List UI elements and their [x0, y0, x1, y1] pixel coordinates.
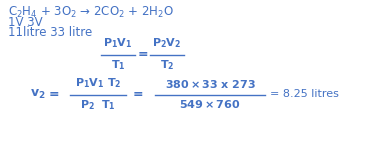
Text: $\mathbf{P_2V_2}$: $\mathbf{P_2V_2}$ [152, 36, 182, 50]
Text: =: = [49, 88, 59, 101]
Text: $\mathbf{T_1}$: $\mathbf{T_1}$ [111, 58, 125, 72]
Text: =: = [133, 88, 143, 101]
Text: 1V 3V: 1V 3V [8, 16, 43, 29]
Text: =: = [138, 47, 148, 60]
Text: 11litre 33 litre: 11litre 33 litre [8, 26, 92, 39]
Text: = 8.25 litres: = 8.25 litres [270, 89, 339, 99]
Text: $\mathbf{P_2\ \ T_1}$: $\mathbf{P_2\ \ T_1}$ [80, 98, 116, 112]
Text: C$_2$H$_4$ + 3O$_2$ → 2CO$_2$ + 2H$_2$O: C$_2$H$_4$ + 3O$_2$ → 2CO$_2$ + 2H$_2$O [8, 5, 174, 20]
Text: $\mathbf{T_2}$: $\mathbf{T_2}$ [160, 58, 174, 72]
Text: $\mathbf{549\times 760}$: $\mathbf{549\times 760}$ [179, 98, 241, 110]
Text: $\mathbf{P_1V_1\ T_2}$: $\mathbf{P_1V_1\ T_2}$ [75, 76, 121, 90]
Text: $\mathbf{380\times 33\ \mathbf{x}\ 273}$: $\mathbf{380\times 33\ \mathbf{x}\ 273}$ [165, 78, 255, 90]
Text: $\mathbf{v_2}$: $\mathbf{v_2}$ [30, 88, 46, 101]
Text: $\mathbf{P_1V_1}$: $\mathbf{P_1V_1}$ [103, 36, 133, 50]
